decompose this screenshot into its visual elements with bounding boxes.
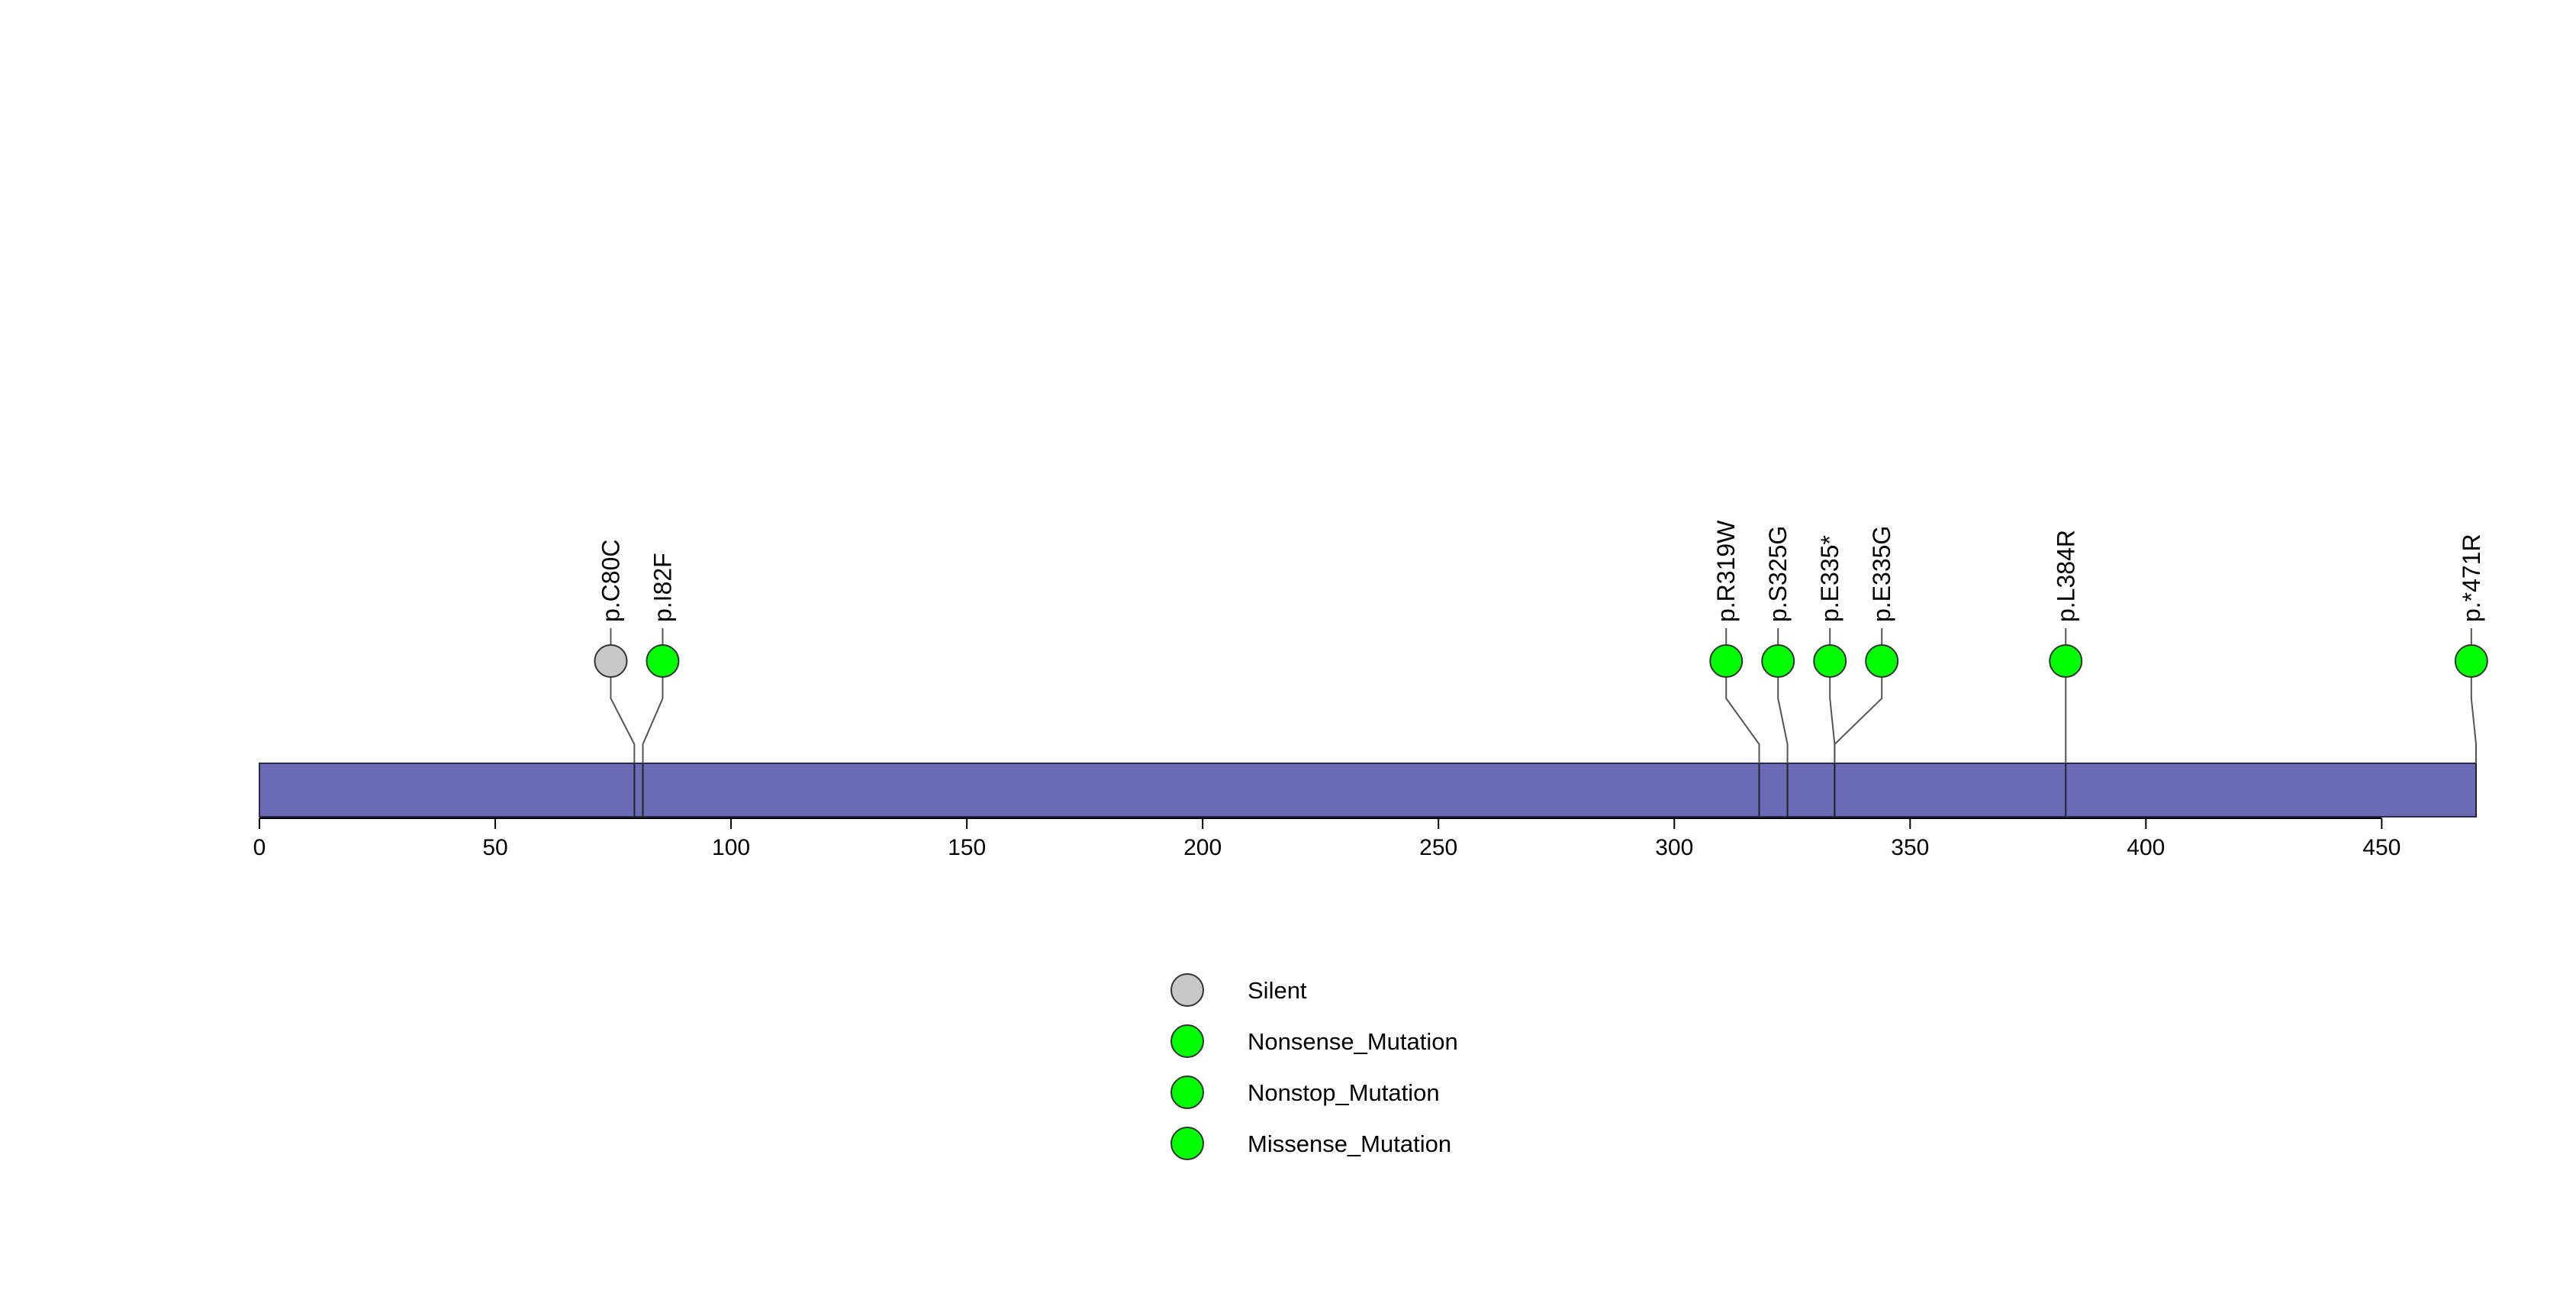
stems-layer xyxy=(610,628,2477,763)
x-tick-label-200: 200 xyxy=(1183,835,1222,860)
mutation-label-4: p.E335* xyxy=(1816,535,1843,622)
mutation-label-2: p.R319W xyxy=(1712,520,1740,622)
x-axis: 0 50 100 150 200 250 300 350 400 450 xyxy=(253,818,2401,860)
mutation-label-6: p.L384R xyxy=(2052,530,2079,622)
x-tick-label-150: 150 xyxy=(948,835,986,860)
mutation-label-0: p.C80C xyxy=(597,540,624,623)
mutation-point-3 xyxy=(1761,644,1795,678)
legend-swatch-1 xyxy=(1170,1024,1204,1058)
mutation-point-4 xyxy=(1813,644,1847,678)
legend-label-2: Nonstop_Mutation xyxy=(1248,1079,1440,1106)
legend-label-0: Silent xyxy=(1248,977,1307,1004)
x-tick-label-450: 450 xyxy=(2362,835,2401,860)
mutation-label-7: p.*471R xyxy=(2458,534,2485,622)
x-tick-label-250: 250 xyxy=(1419,835,1457,860)
stem-5 xyxy=(1834,661,1883,763)
mutation-point-5 xyxy=(1865,644,1899,678)
mutation-point-0 xyxy=(594,644,628,678)
x-tick-label-350: 350 xyxy=(1891,835,1929,860)
legend-label-3: Missense_Mutation xyxy=(1248,1130,1451,1157)
protein-bar-layer xyxy=(259,763,2477,818)
x-tick-label-100: 100 xyxy=(712,835,750,860)
mutation-point-2 xyxy=(1709,644,1744,678)
protein-bar xyxy=(259,763,2477,818)
mutation-label-3: p.S325G xyxy=(1764,526,1792,622)
mutation-label-1: p.I82F xyxy=(649,553,676,622)
mutation-point-1 xyxy=(646,644,680,678)
legend-swatch-2 xyxy=(1170,1076,1204,1109)
stem-3 xyxy=(1777,661,1789,763)
x-tick-label-300: 300 xyxy=(1655,835,1693,860)
x-tick-label-400: 400 xyxy=(2127,835,2165,860)
legend-swatch-3 xyxy=(1170,1127,1204,1160)
x-tick-label-50: 50 xyxy=(482,835,507,860)
legend-label-1: Nonsense_Mutation xyxy=(1248,1028,1458,1055)
lollipop-heads-layer xyxy=(594,644,2488,678)
mutation-point-6 xyxy=(2049,644,2083,678)
stem-1 xyxy=(642,661,664,763)
mutation-labels-layer: p.C80C p.I82F p.R319W p.S325G p.E335* p.E335G… xyxy=(597,520,2484,622)
mutation-label-5: p.E335G xyxy=(1868,526,1895,622)
x-tick-label-0: 0 xyxy=(253,835,266,860)
stem-7 xyxy=(2470,661,2477,763)
stem-0 xyxy=(610,661,636,763)
legend: Silent Nonsense_Mutation Nonstop_Mutation M… xyxy=(1170,973,1458,1160)
mutation-point-7 xyxy=(2454,644,2488,678)
stem-2 xyxy=(1725,661,1760,763)
legend-swatch-0 xyxy=(1170,973,1204,1007)
